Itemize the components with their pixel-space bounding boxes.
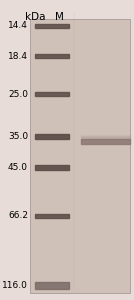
Bar bbox=[35, 165, 69, 170]
Text: kDa: kDa bbox=[25, 12, 45, 22]
Text: 66.2: 66.2 bbox=[8, 211, 28, 220]
Bar bbox=[81, 137, 130, 139]
Bar bbox=[35, 24, 69, 28]
Bar bbox=[35, 54, 69, 58]
Bar bbox=[35, 214, 69, 218]
Text: 14.4: 14.4 bbox=[8, 21, 28, 30]
Bar bbox=[35, 92, 69, 96]
Text: 35.0: 35.0 bbox=[8, 132, 28, 141]
Bar bbox=[35, 282, 69, 289]
Bar bbox=[81, 135, 130, 136]
Bar bbox=[81, 136, 130, 138]
Text: 45.0: 45.0 bbox=[8, 163, 28, 172]
Text: M: M bbox=[55, 12, 64, 22]
Text: 116.0: 116.0 bbox=[2, 281, 28, 290]
Bar bbox=[35, 134, 69, 139]
Bar bbox=[30, 19, 130, 293]
Bar bbox=[81, 134, 130, 135]
Bar bbox=[81, 139, 130, 144]
Text: 18.4: 18.4 bbox=[8, 52, 28, 61]
Text: 25.0: 25.0 bbox=[8, 90, 28, 99]
